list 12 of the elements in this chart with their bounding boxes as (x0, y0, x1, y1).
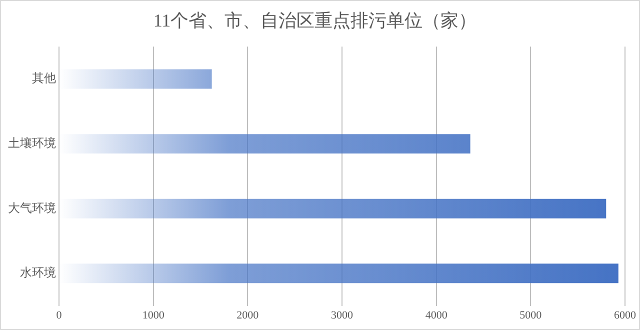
x-tick-label: 3000 (331, 309, 354, 322)
y-tick-label: 水环境 (20, 266, 56, 280)
chart-title: 11个省、市、自治区重点排污单位（家） (153, 10, 477, 31)
x-tick-label: 6000 (614, 309, 636, 322)
y-tick-label: 大气环境 (8, 200, 56, 215)
x-tick-label: 1000 (142, 309, 165, 322)
y-tick-label: 土壤环境 (8, 136, 56, 150)
y-tick-label: 其他 (32, 71, 56, 86)
x-tick-label: 4000 (425, 309, 448, 322)
x-tick-label: 5000 (520, 309, 542, 322)
x-tick-label: 0 (56, 309, 62, 322)
x-tick-label: 2000 (236, 309, 260, 322)
